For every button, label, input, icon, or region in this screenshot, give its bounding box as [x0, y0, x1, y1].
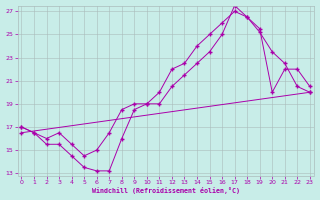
X-axis label: Windchill (Refroidissement éolien,°C): Windchill (Refroidissement éolien,°C) [92, 187, 240, 194]
